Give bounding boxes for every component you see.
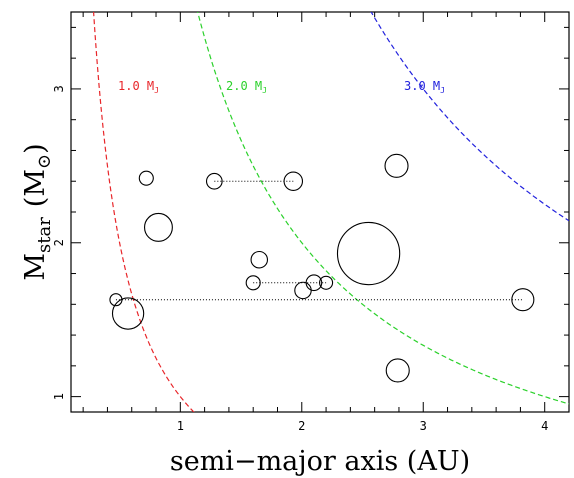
y-axis-title-unit-symbol: ⊙ [34, 154, 55, 169]
x-axis-title: semi−major axis (AU) [170, 446, 470, 477]
mass-curve-3 [370, 12, 569, 222]
curves-layer [92, 12, 569, 412]
planet-point [283, 171, 304, 191]
curve-label-text: 1.0 M [118, 79, 154, 93]
curve-label-2: 2.0 MJ [226, 79, 267, 95]
y-tick-label: 2 [52, 239, 66, 246]
planet-point [111, 297, 145, 330]
ticks-layer: 1 2 3 4 1 2 3 [52, 12, 569, 433]
y-axis-title-sub: star [34, 217, 55, 253]
curve-label-1: 1.0 MJ [118, 79, 159, 95]
mass-curve-1 [92, 12, 195, 412]
y-axis-title: Mstar (M⊙) [20, 143, 55, 280]
y-tick-label: 3 [52, 85, 66, 92]
curve-label-subscript: J [440, 86, 445, 95]
x-tick-label: 1 [177, 419, 184, 433]
plot-frame [70, 11, 570, 413]
y-axis-title-unit-open: (M [20, 169, 51, 207]
planet-point [294, 281, 312, 300]
curve-label-3: 3.0 MJ [404, 79, 445, 95]
mass-curve-2 [197, 12, 569, 405]
labels-layer: 1.0 MJ 2.0 MJ 3.0 MJ [118, 79, 445, 95]
x-tick-label: 2 [298, 419, 305, 433]
x-tick-label: 3 [420, 419, 427, 433]
y-axis-title-unit-close: ) [20, 143, 51, 154]
planet-point [205, 172, 223, 190]
planet-point [511, 288, 535, 312]
planet-point [319, 275, 334, 290]
planet-point [385, 358, 410, 383]
planet-point [245, 275, 261, 291]
planet-point [250, 250, 269, 269]
x-tick-label: 4 [541, 419, 548, 433]
y-axis-title-main: M [20, 253, 51, 281]
planet-point [336, 221, 401, 286]
curve-label-text: 3.0 M [404, 79, 440, 93]
planet-point [384, 153, 409, 178]
points-layer [109, 153, 535, 383]
y-tick-label: 1 [52, 393, 66, 400]
curve-label-subscript: J [154, 86, 159, 95]
connectors-layer [115, 180, 523, 301]
planet-point [138, 170, 154, 186]
planet-point [144, 212, 173, 242]
curve-label-text: 2.0 M [226, 79, 262, 93]
planet-point [109, 293, 123, 307]
curve-label-subscript: J [262, 86, 267, 95]
